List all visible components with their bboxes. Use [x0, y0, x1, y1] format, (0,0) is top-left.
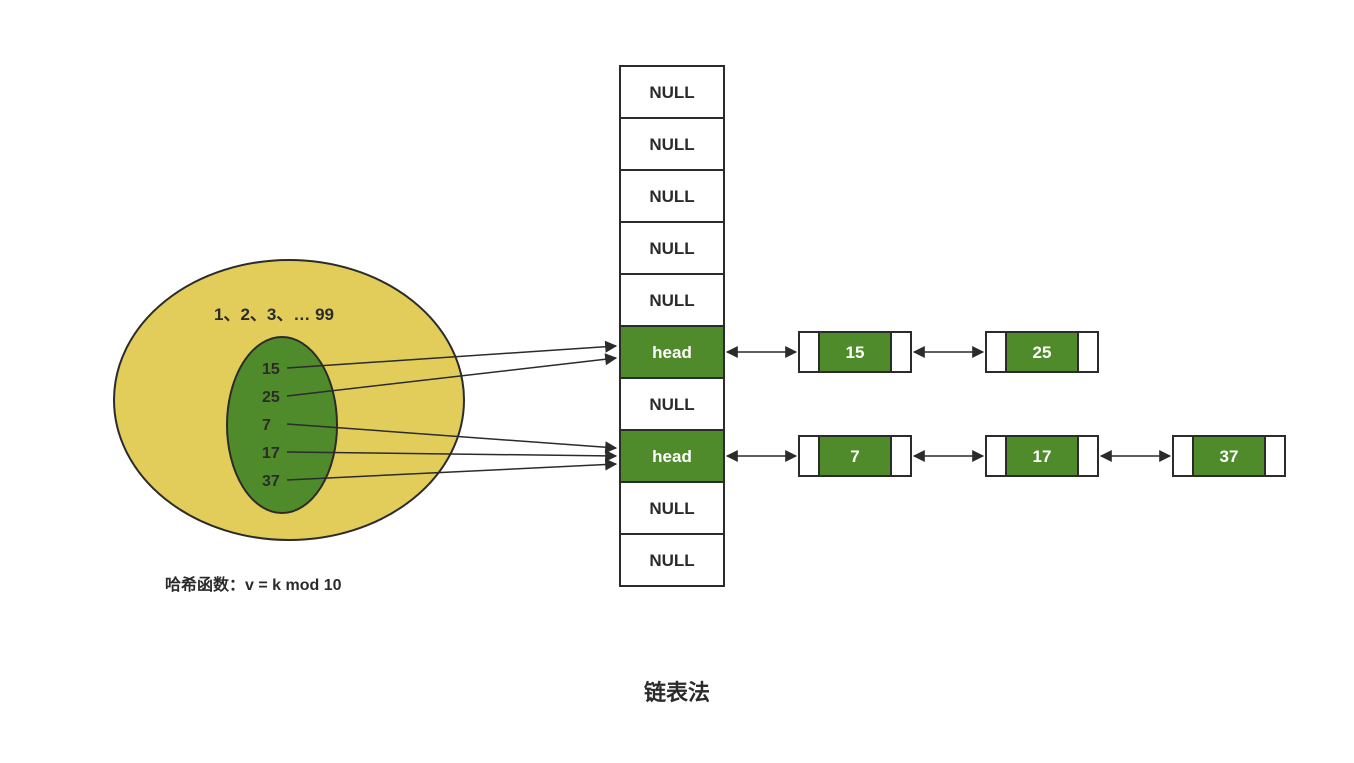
list-node: 37 [1173, 436, 1285, 476]
node-value: 37 [1220, 447, 1239, 466]
node-next-stub [1078, 436, 1098, 476]
universe-label: 1、2、3、… 99 [214, 305, 334, 324]
list-node: 17 [986, 436, 1098, 476]
table-slot-label: head [652, 343, 692, 362]
node-next-stub [1078, 332, 1098, 372]
key-value: 25 [262, 389, 280, 406]
node-next-stub [1265, 436, 1285, 476]
list-node: 15 [799, 332, 911, 372]
key-value: 17 [262, 445, 280, 462]
node-value: 15 [846, 343, 865, 362]
table-slot-label: head [652, 447, 692, 466]
node-prev-stub [986, 332, 1006, 372]
keys-ellipse [227, 337, 337, 513]
node-value: 25 [1033, 343, 1052, 362]
node-next-stub [891, 436, 911, 476]
node-value: 7 [850, 447, 859, 466]
node-next-stub [891, 332, 911, 372]
node-prev-stub [1173, 436, 1193, 476]
node-prev-stub [799, 436, 819, 476]
diagram-title: 链表法 [644, 680, 710, 705]
key-value: 15 [262, 361, 280, 378]
node-prev-stub [799, 332, 819, 372]
node-prev-stub [986, 436, 1006, 476]
list-node: 25 [986, 332, 1098, 372]
hash-function-label: 哈希函数：v = k mod 10 [165, 575, 342, 594]
list-node: 7 [799, 436, 911, 476]
table-slot-label: NULL [649, 395, 694, 414]
key-value: 37 [262, 473, 280, 490]
hash-chaining-diagram: 1、2、3、… 99 15 25 7 17 37 哈希函数：v = k mod 10 NULL… [0, 0, 1354, 763]
table-slot-label: NULL [649, 135, 694, 154]
table-slot-label: NULL [649, 239, 694, 258]
key-value: 7 [262, 417, 271, 434]
node-value: 17 [1033, 447, 1052, 466]
table-slot-label: NULL [649, 83, 694, 102]
table-slot-label: NULL [649, 551, 694, 570]
table-slot-label: NULL [649, 499, 694, 518]
table-slot-label: NULL [649, 291, 694, 310]
table-slot-label: NULL [649, 187, 694, 206]
